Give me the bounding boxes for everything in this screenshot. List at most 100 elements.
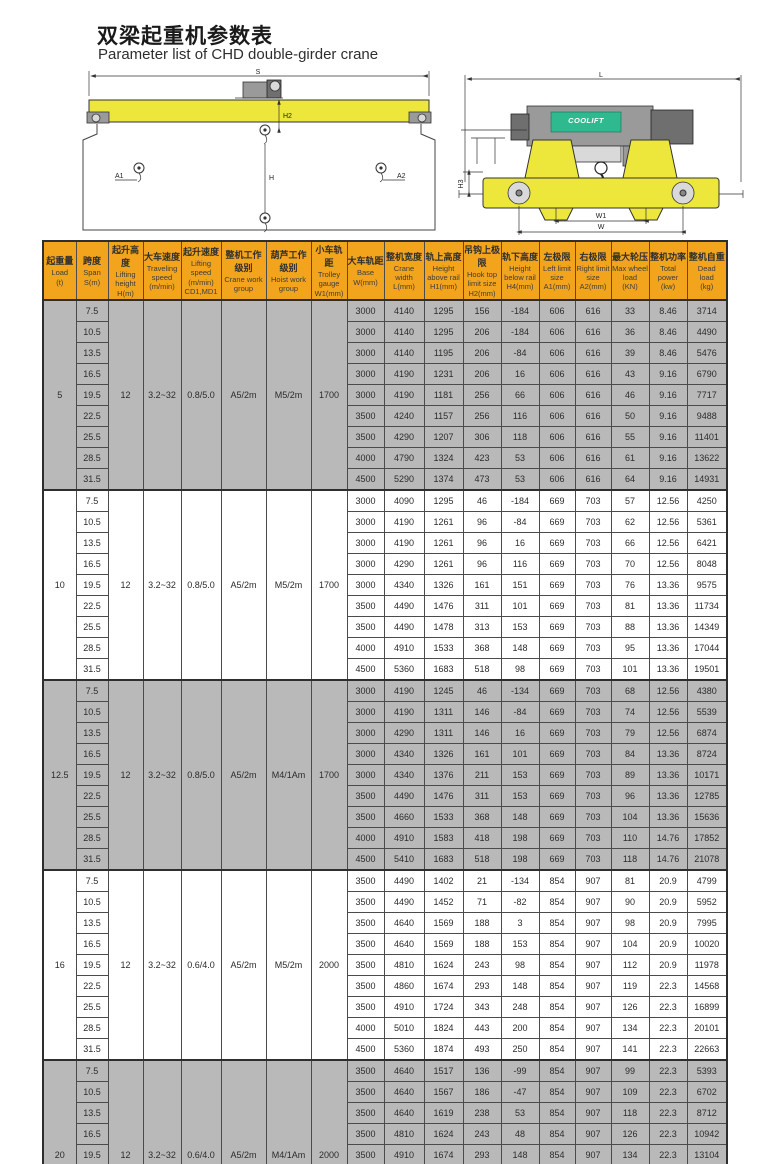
table-cell: -84 — [500, 342, 540, 365]
table-cell: 22.3 — [648, 1017, 688, 1040]
table-cell: 907 — [574, 1038, 612, 1061]
table-cell: 20.9 — [648, 954, 688, 977]
table-cell: 4140 — [383, 342, 425, 365]
table-cell: 4500 — [346, 658, 385, 681]
table-cell: 907 — [574, 1081, 612, 1104]
table-cell: -184 — [500, 299, 540, 323]
table-cell: 3500 — [346, 912, 385, 935]
table-cell: 854 — [538, 1038, 576, 1061]
table-cell: 3000 — [346, 299, 385, 323]
table-cell: 16899 — [686, 996, 728, 1019]
table-cell: 14.76 — [648, 827, 688, 850]
table-cell: 55 — [610, 426, 650, 449]
table-cell: 1683 — [423, 848, 464, 871]
table-cell: 4000 — [346, 827, 385, 850]
table-cell: 703 — [574, 848, 612, 871]
table-cell: 616 — [574, 447, 612, 470]
col-header-7: 葫芦工作级别 Hoist work group — [265, 240, 312, 301]
cell-span: 19.5 — [75, 954, 109, 977]
table-cell: 368 — [462, 806, 502, 829]
table-cell: 669 — [538, 806, 576, 829]
table-cell: 7717 — [686, 384, 728, 407]
cell-lifting-height: 12 — [107, 1059, 144, 1164]
table-cell: 4000 — [346, 447, 385, 470]
table-cell: 4140 — [383, 299, 425, 323]
table-cell: 13.36 — [648, 658, 688, 681]
table-cell: 22.3 — [648, 1038, 688, 1061]
table-cell: 146 — [462, 701, 502, 724]
table-cell: 669 — [538, 764, 576, 787]
table-cell: 3 — [500, 912, 540, 935]
table-cell: 854 — [538, 891, 576, 914]
table-cell: 1295 — [423, 489, 464, 513]
table-cell: 854 — [538, 1144, 576, 1164]
table-cell: 5290 — [383, 468, 425, 491]
table-cell: 12.56 — [648, 722, 688, 745]
col-header-12: 吊钩上极限 Hook top limit size H2(mm) — [462, 240, 502, 301]
table-cell: 118 — [610, 1102, 650, 1125]
table-cell: 907 — [574, 1059, 612, 1083]
table-cell: 703 — [574, 806, 612, 829]
table-cell: 16 — [500, 722, 540, 745]
table-cell: 46 — [462, 489, 502, 513]
table-cell: 153 — [500, 785, 540, 808]
table-cell: 1674 — [423, 1144, 464, 1164]
dim-label-l: L — [599, 72, 603, 79]
table-cell: 4860 — [383, 975, 425, 998]
table-cell: 98 — [610, 912, 650, 935]
dim-label-h: H — [269, 175, 274, 182]
table-cell: 907 — [574, 996, 612, 1019]
cell-trolley-gauge: 1700 — [310, 299, 348, 491]
table-cell: 669 — [538, 848, 576, 871]
table-cell: 188 — [462, 912, 502, 935]
table-cell: 4190 — [383, 679, 425, 703]
table-cell: 9.16 — [648, 384, 688, 407]
table-cell: 13.36 — [648, 806, 688, 829]
col-header-15: 右极限 Right limit size A2(mm) — [574, 240, 612, 301]
cell-span: 25.5 — [75, 996, 109, 1019]
table-cell: 606 — [538, 363, 576, 386]
table-cell: 11401 — [686, 426, 728, 449]
page-title-zh: 双梁起重机参数表 — [97, 25, 273, 48]
table-cell: 53 — [500, 447, 540, 470]
table-cell: 134 — [610, 1017, 650, 1040]
table-cell: 13.36 — [648, 764, 688, 787]
cell-span: 10.5 — [75, 1081, 109, 1104]
table-cell: 3000 — [346, 532, 385, 555]
table-cell: 907 — [574, 1144, 612, 1164]
cell-span: 10.5 — [75, 511, 109, 534]
cell-span: 31.5 — [75, 468, 109, 491]
table-cell: 33 — [610, 299, 650, 323]
dim-label-w1: W1 — [596, 213, 607, 220]
table-cell: 669 — [538, 827, 576, 850]
table-cell: 907 — [574, 891, 612, 914]
table-cell: 39 — [610, 342, 650, 365]
table-cell: 1452 — [423, 891, 464, 914]
cell-span: 19.5 — [75, 574, 109, 597]
table-cell: 854 — [538, 1017, 576, 1040]
cell-lifting-speed: 0.8/5.0 — [180, 299, 222, 491]
table-cell: 81 — [610, 595, 650, 618]
table-cell: 4640 — [383, 1059, 425, 1083]
table-cell: 4250 — [686, 489, 728, 513]
table-cell: 10942 — [686, 1123, 728, 1146]
table-cell: 11978 — [686, 954, 728, 977]
cell-span: 28.5 — [75, 827, 109, 850]
cell-span: 31.5 — [75, 1038, 109, 1061]
table-cell: 3500 — [346, 1102, 385, 1125]
table-cell: 99 — [610, 1059, 650, 1083]
cell-load: 10 — [42, 489, 77, 681]
table-cell: 3500 — [346, 869, 385, 893]
table-cell: 1517 — [423, 1059, 464, 1083]
table-cell: 907 — [574, 1017, 612, 1040]
table-cell: 669 — [538, 616, 576, 639]
cell-crane-group: A5/2m — [220, 299, 267, 491]
cell-hoist-group: M5/2m — [265, 869, 312, 1061]
table-cell: 161 — [462, 574, 502, 597]
col-header-11: 轨上高度 Height above rail H1(mm) — [423, 240, 464, 301]
cell-span: 7.5 — [75, 869, 109, 893]
table-cell: 418 — [462, 827, 502, 850]
table-cell: 3500 — [346, 891, 385, 914]
table-cell: 854 — [538, 1123, 576, 1146]
table-cell: 1261 — [423, 532, 464, 555]
